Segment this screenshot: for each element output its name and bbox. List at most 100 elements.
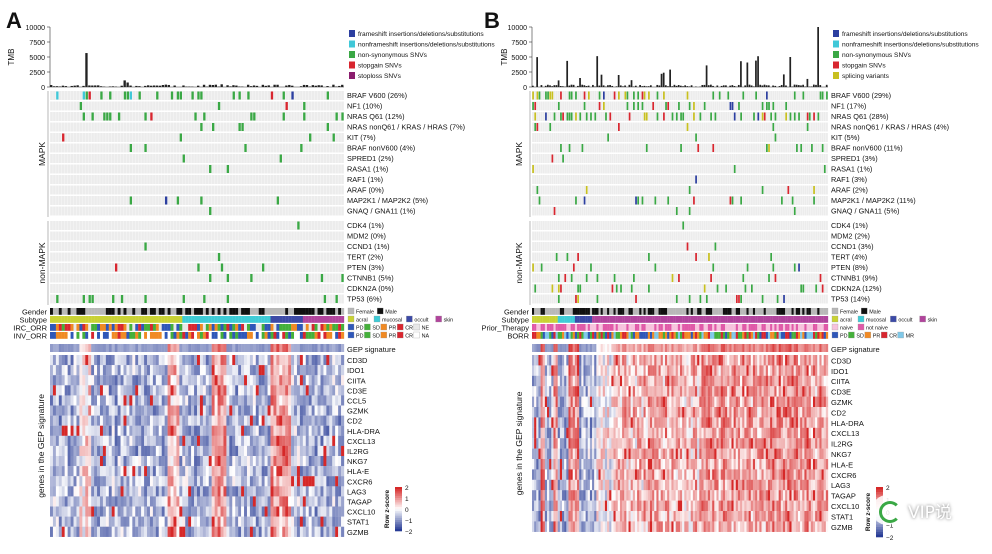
heatmap-cell	[144, 476, 147, 486]
gene-label: CCND1 (1%)	[347, 242, 390, 251]
heatmap-cell	[126, 416, 129, 426]
heatmap-cell	[701, 355, 703, 366]
heatmap-cell	[315, 395, 318, 405]
heatmap-cell	[138, 436, 141, 446]
heatmap-cell	[751, 417, 753, 428]
annotation-cell	[241, 316, 244, 323]
annotation-cell	[329, 308, 332, 315]
heatmap-cell	[680, 386, 682, 397]
heatmap-cell	[562, 376, 564, 387]
heatmap-cell	[235, 486, 238, 496]
heatmap-cell	[338, 406, 341, 416]
annotation-cell	[571, 332, 573, 339]
annotation-cell	[596, 324, 598, 331]
heatmap-cell	[106, 507, 109, 517]
heatmap-cell	[53, 476, 56, 486]
heatmap-cell	[566, 386, 568, 397]
heatmap-cell	[238, 395, 241, 405]
heatmap-cell	[811, 407, 813, 418]
annotation-cell	[719, 324, 721, 331]
heatmap-cell	[250, 456, 253, 466]
annotation-cell	[56, 316, 59, 323]
mutation-mark	[156, 92, 158, 100]
annotation-cell	[635, 308, 637, 315]
heatmap-cell	[318, 456, 321, 466]
heatmap-cell	[315, 456, 318, 466]
annotation-cell	[176, 316, 179, 323]
heatmap-cell	[71, 436, 74, 446]
heatmap-cell	[620, 397, 622, 408]
annotation-cell	[538, 324, 540, 331]
annotation-cell	[262, 332, 265, 339]
heatmap-cell	[88, 476, 91, 486]
heatmap-cell	[577, 365, 579, 376]
heatmap-cell	[153, 406, 156, 416]
heatmap-cell	[338, 416, 341, 426]
heatmap-cell	[588, 417, 590, 428]
heatmap-cell	[71, 355, 74, 365]
tmb-bar	[62, 86, 64, 87]
mutation-mark	[646, 113, 648, 121]
annotation-cell	[601, 308, 603, 315]
heatmap-cell	[279, 385, 282, 395]
annotation-cell	[259, 308, 262, 315]
annotation-cell	[596, 332, 598, 339]
tmb-bar	[721, 86, 723, 87]
gep-signature-cell	[710, 344, 712, 352]
mutation-mark	[678, 102, 680, 110]
heatmap-cell	[532, 417, 534, 428]
heatmap-cell	[79, 426, 82, 436]
tmb-bar	[579, 78, 581, 87]
heatmap-cell	[126, 355, 129, 365]
annotation-cell	[191, 324, 194, 331]
heatmap-cell	[229, 456, 232, 466]
mutation-mark	[682, 113, 684, 121]
heatmap-cell	[541, 407, 543, 418]
heatmap-cell	[232, 517, 235, 527]
heatmap-cell	[654, 407, 656, 418]
heatmap-cell	[312, 486, 315, 496]
tmb-bar	[209, 85, 211, 87]
annotation-cell	[138, 332, 141, 339]
heatmap-cell	[109, 375, 112, 385]
annotation-legend-swatch	[436, 316, 442, 322]
heatmap-cell	[265, 476, 268, 486]
heatmap-cell	[232, 426, 235, 436]
heatmap-cell	[226, 466, 229, 476]
annotation-cell	[719, 316, 721, 323]
heatmap-cell	[247, 436, 250, 446]
heatmap-cell	[586, 428, 588, 439]
heatmap-cell	[244, 466, 247, 476]
heatmap-cell	[727, 386, 729, 397]
heatmap-cell	[226, 527, 229, 537]
heatmap-cell	[259, 486, 262, 496]
annotation-cell	[704, 308, 706, 315]
heatmap-cell	[338, 355, 341, 365]
heatmap-cell	[138, 496, 141, 506]
heatmap-cell	[759, 365, 761, 376]
annotation-cell	[772, 324, 774, 331]
heatmap-cell	[94, 486, 97, 496]
heatmap-cell	[218, 375, 221, 385]
heatmap-cell	[56, 385, 59, 395]
mutation-mark	[144, 243, 146, 251]
heatmap-cell	[112, 426, 115, 436]
heatmap-cell	[807, 417, 809, 428]
heatmap-cell	[203, 406, 206, 416]
heatmap-cell	[341, 507, 344, 517]
heatmap-cell	[250, 517, 253, 527]
mutation-mark	[807, 123, 809, 131]
heatmap-cell	[235, 517, 238, 527]
annotation-cell	[731, 324, 733, 331]
mutation-mark	[83, 295, 85, 303]
heatmap-cell	[624, 407, 626, 418]
heatmap-cell	[538, 417, 540, 428]
heatmap-cell	[641, 376, 643, 387]
annotation-cell	[106, 332, 109, 339]
heatmap-cell	[620, 407, 622, 418]
tmb-bar	[285, 86, 287, 87]
heatmap-cell	[549, 397, 551, 408]
heatmap-cell	[138, 406, 141, 416]
tmb-bar	[646, 86, 648, 87]
heatmap-cell	[212, 355, 215, 365]
